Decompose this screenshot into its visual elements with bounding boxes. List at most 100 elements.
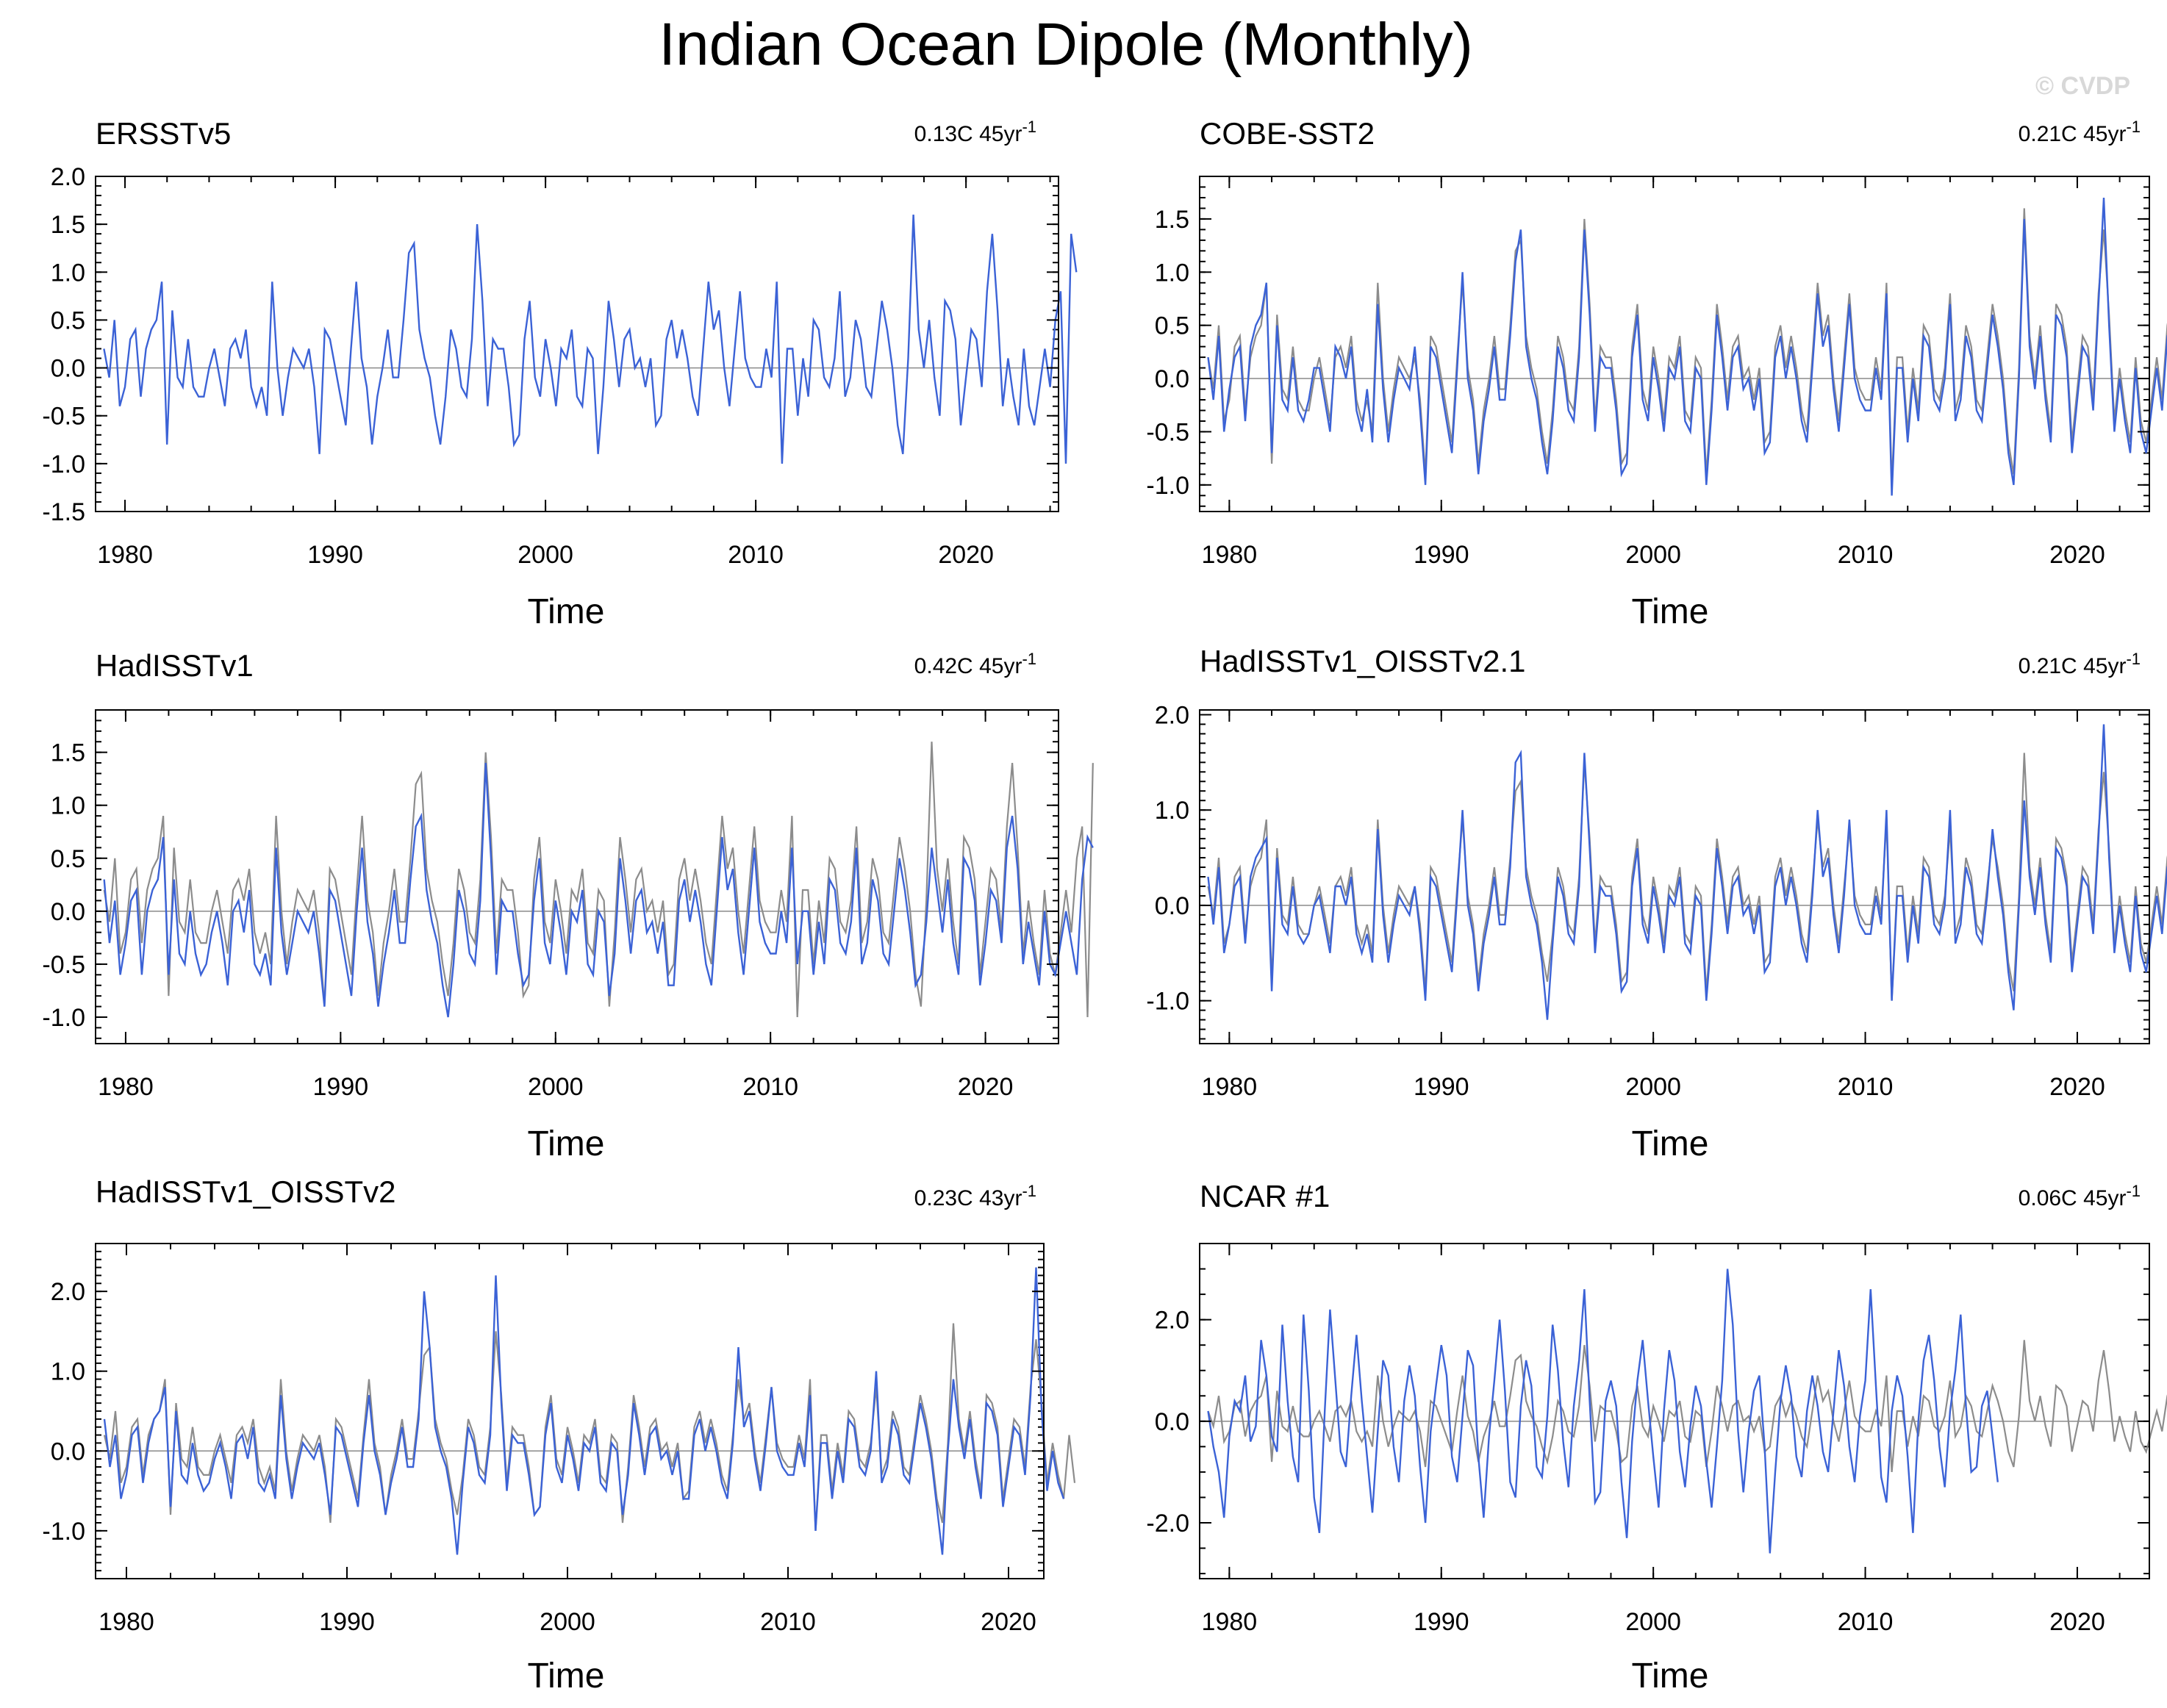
cvdp-watermark: © CVDP: [2035, 72, 2130, 100]
series-line-dataset: [1207, 1269, 1999, 1554]
x-axis-label: Time: [1632, 1124, 1709, 1163]
y-tick-label: 1.0: [51, 1358, 85, 1386]
panel-cobe-sst2: COBE-SST2 0.21C 45yr-1 Time -1.0 -0.5 0.0 0…: [1146, 116, 2167, 631]
y-tick-label: 0.5: [51, 306, 85, 334]
x-tick-label: 2010: [1838, 541, 1894, 569]
x-axis-label: Time: [528, 592, 605, 631]
y-tick-label: 0.0: [51, 898, 85, 926]
trend-value: 0.13C: [914, 122, 973, 146]
x-tick-label: 2020: [2049, 1608, 2105, 1636]
trend-exponent: -1: [2126, 118, 2141, 136]
trend-period: 45yr: [979, 654, 1022, 678]
panel-ncar-1: NCAR #1 0.06C 45yr-1 Time -2.0 0.0 2.0 1980…: [1146, 1179, 2167, 1696]
y-tick-label: 0.5: [1155, 312, 1189, 340]
x-tick-label: 2000: [1625, 541, 1681, 569]
trend-label: 0.06C 45yr-1: [2019, 1182, 2141, 1210]
y-tick-label: 0.0: [51, 355, 85, 383]
x-tick-label: 2010: [1838, 1608, 1894, 1636]
x-tick-label: 2000: [540, 1608, 595, 1636]
x-tick-label: 2010: [742, 1073, 798, 1101]
x-tick-label: 2010: [728, 541, 784, 569]
plot-frame: [95, 1243, 1045, 1579]
x-tick-label: 1990: [1414, 1073, 1469, 1101]
trend-value: 0.42C: [914, 654, 973, 678]
x-tick-label: 2000: [1625, 1608, 1681, 1636]
panel-title: ERSSTv5: [96, 116, 231, 151]
series-line-reference: [1207, 753, 2167, 1001]
y-tick-label: 0.0: [1155, 892, 1189, 920]
panel-hadisstv1-oisstv2: HadISSTv1_OISSTv2 0.23C 43yr-1 Time -1.0…: [42, 1174, 1076, 1696]
series-line-reference: [1207, 1340, 2167, 1472]
y-tick-label: -0.5: [42, 951, 85, 979]
y-tick-label: 1.5: [1155, 206, 1189, 234]
y-tick-label: -1.0: [1146, 988, 1189, 1016]
x-tick-label: 2000: [1625, 1073, 1681, 1101]
trend-period: 43yr: [979, 1186, 1022, 1210]
x-axis-label: Time: [1632, 1657, 1709, 1696]
y-tick-label: 1.0: [51, 259, 85, 287]
x-axis-label: Time: [528, 1124, 605, 1163]
y-tick-label: -0.5: [42, 403, 85, 431]
trend-period: 45yr: [2083, 654, 2126, 678]
y-tick-label: 2.0: [51, 163, 85, 191]
x-tick-label: 1990: [313, 1073, 369, 1101]
plot-frame: [1199, 1243, 2150, 1579]
y-tick-label: 1.0: [1155, 797, 1189, 825]
x-axis-label: Time: [528, 1657, 605, 1696]
y-tick-label: -0.5: [1146, 418, 1189, 446]
trend-exponent: -1: [1022, 650, 1036, 668]
y-tick-label: 0.0: [1155, 365, 1189, 393]
series-line-dataset: [103, 1267, 1065, 1555]
x-tick-label: 1990: [307, 541, 363, 569]
panel-title: NCAR #1: [1200, 1179, 1330, 1213]
x-tick-label: 2020: [938, 541, 994, 569]
x-tick-label: 2020: [958, 1073, 1014, 1101]
x-tick-label: 1980: [97, 541, 153, 569]
y-tick-label: 1.5: [51, 211, 85, 239]
series-line-dataset: [1207, 724, 2167, 1020]
panel-title: COBE-SST2: [1200, 116, 1375, 151]
trend-label: 0.13C 45yr-1: [914, 118, 1036, 146]
y-tick-label: 1.5: [51, 739, 85, 767]
y-tick-label: 0.0: [51, 1438, 85, 1465]
y-tick-label: 0.5: [51, 845, 85, 873]
y-tick-label: -1.0: [1146, 472, 1189, 500]
trend-exponent: -1: [1022, 118, 1036, 136]
panel-hadisstv1: HadISSTv1 0.42C 45yr-1 Time -1.0 -0.5 0.0 0…: [42, 648, 1094, 1163]
y-tick-label: 1.0: [51, 792, 85, 820]
series-line-dataset: [103, 215, 1078, 464]
x-tick-label: 1980: [98, 1608, 154, 1636]
y-tick-label: 2.0: [1155, 1307, 1189, 1335]
trend-label: 0.42C 45yr-1: [914, 650, 1036, 678]
plot-frame: [1199, 709, 2150, 1044]
x-tick-label: 1980: [1202, 541, 1258, 569]
trend-value: 0.23C: [914, 1186, 973, 1210]
series-line-dataset: [103, 763, 1094, 1018]
series-line-reference: [103, 742, 1094, 1018]
x-tick-label: 1990: [1414, 541, 1469, 569]
panel-erssstv5: ERSSTv5 0.13C 45yr-1 Time -1.5 -1.0 -0.5 0.…: [42, 116, 1078, 631]
x-axis-label: Time: [1632, 592, 1709, 631]
plot-frame: [1199, 176, 2150, 512]
x-tick-label: 2010: [760, 1608, 816, 1636]
trend-label: 0.21C 45yr-1: [2019, 118, 2141, 146]
y-tick-label: -1.0: [42, 451, 85, 478]
series-line-reference: [103, 1323, 1076, 1531]
trend-value: 0.21C: [2019, 122, 2077, 146]
x-tick-label: 1990: [1414, 1608, 1469, 1636]
trend-value: 0.21C: [2019, 654, 2077, 678]
x-tick-label: 2000: [528, 1073, 584, 1101]
trend-period: 45yr: [2083, 1186, 2126, 1210]
x-tick-label: 2020: [2049, 1073, 2105, 1101]
y-tick-label: -2.0: [1146, 1510, 1189, 1537]
y-tick-label: 0.0: [1155, 1408, 1189, 1436]
y-tick-label: 1.0: [1155, 259, 1189, 287]
trend-period: 45yr: [2083, 122, 2126, 146]
y-tick-label: 2.0: [51, 1278, 85, 1306]
trend-exponent: -1: [1022, 1182, 1036, 1200]
y-tick-label: 2.0: [1155, 701, 1189, 729]
trend-exponent: -1: [2126, 1182, 2141, 1200]
trend-value: 0.06C: [2019, 1186, 2077, 1210]
trend-exponent: -1: [2126, 650, 2141, 668]
